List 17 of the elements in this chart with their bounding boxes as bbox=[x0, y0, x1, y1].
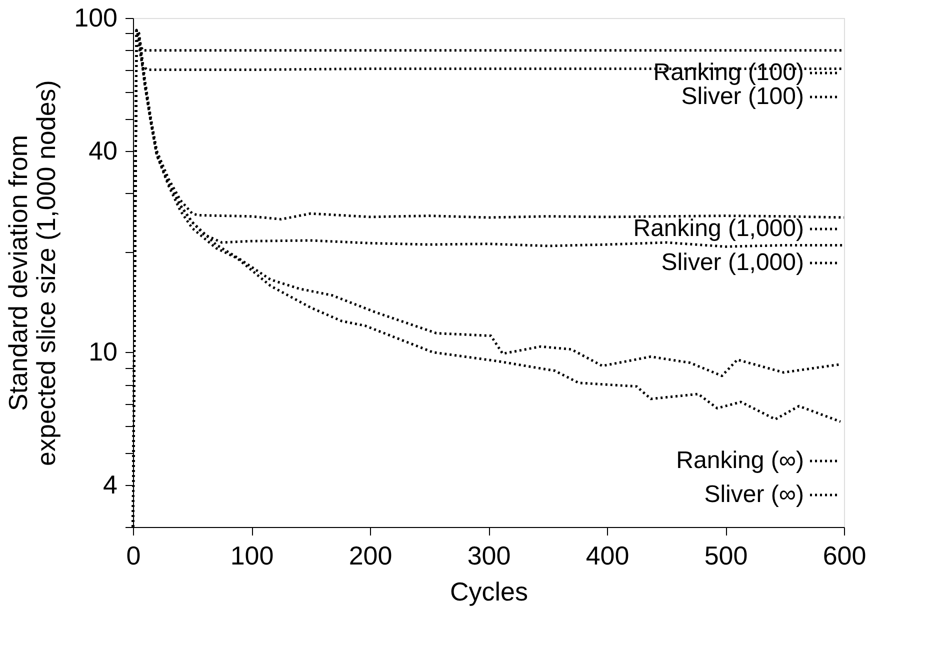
legend-label: Sliver (1,000) bbox=[661, 249, 804, 276]
y-tick-label: 40 bbox=[88, 136, 118, 166]
x-tick-label: 300 bbox=[467, 540, 511, 570]
legend-label: Sliver (∞) bbox=[704, 481, 804, 508]
x-tick-label: 600 bbox=[822, 540, 866, 570]
y-tick-label: 4 bbox=[103, 470, 118, 500]
legend-label: Ranking (1,000) bbox=[633, 215, 804, 242]
y-tick-label: 100 bbox=[74, 2, 118, 32]
x-tick-label: 0 bbox=[126, 540, 141, 570]
x-tick-label: 400 bbox=[586, 540, 630, 570]
y-tick-label: 10 bbox=[88, 336, 118, 367]
x-tick-label: 100 bbox=[230, 540, 274, 570]
y-axis-title: Standard deviation from expected slice size (1,000 nodes) bbox=[3, 80, 62, 466]
legend-label: Ranking (∞) bbox=[676, 447, 804, 474]
x-axis-title: Cycles bbox=[450, 576, 528, 606]
x-tick-label: 200 bbox=[348, 540, 392, 570]
x-tick-label: 500 bbox=[704, 540, 748, 570]
